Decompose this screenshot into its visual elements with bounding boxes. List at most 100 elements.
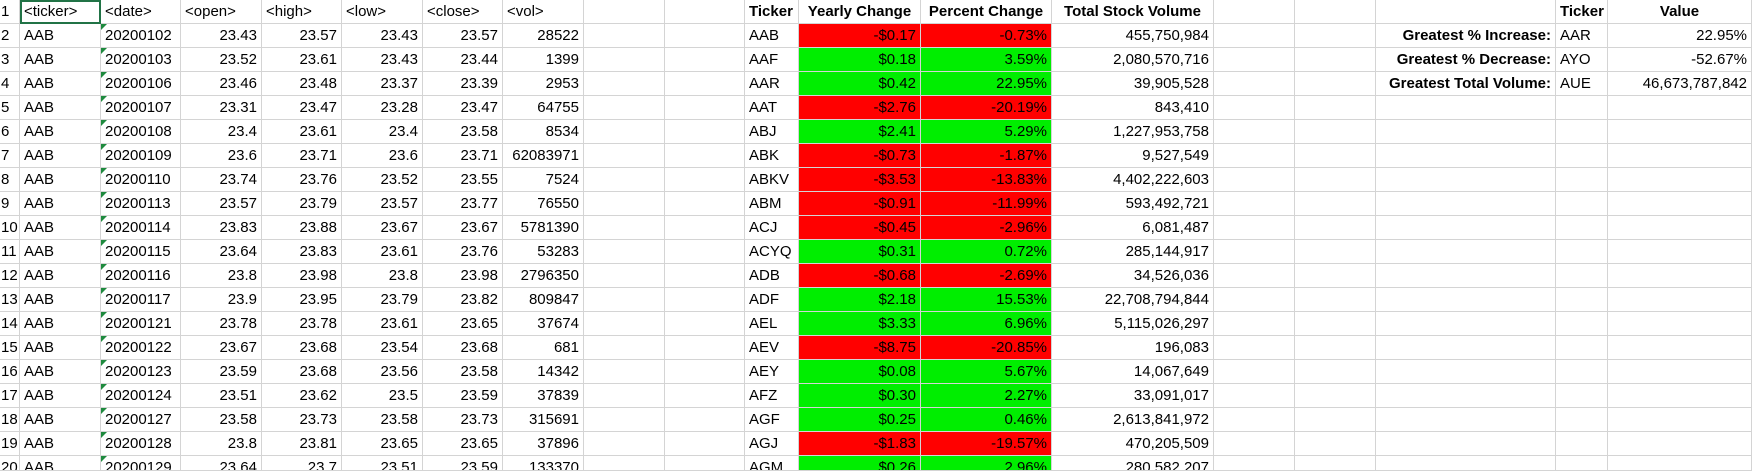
raw-value-cell[interactable]: 23.67 <box>181 336 262 360</box>
raw-ticker-cell[interactable]: AAB <box>20 120 101 144</box>
raw-value-cell[interactable]: 23.71 <box>423 144 503 168</box>
cell-R10[interactable] <box>1608 216 1752 240</box>
yearly-change-cell[interactable]: -$0.68 <box>799 264 921 288</box>
raw-value-cell[interactable]: 23.68 <box>262 336 342 360</box>
cell-N5[interactable] <box>1214 96 1295 120</box>
raw-value-cell[interactable]: 23.46 <box>181 72 262 96</box>
row-header[interactable]: 4 <box>0 72 20 96</box>
percent-change-cell[interactable]: 5.67% <box>921 360 1052 384</box>
cell-P17[interactable] <box>1376 384 1556 408</box>
cell-H14[interactable] <box>584 312 665 336</box>
raw-value-cell[interactable]: 23.73 <box>423 408 503 432</box>
total-volume-cell[interactable]: 4,402,222,603 <box>1052 168 1214 192</box>
cell-O11[interactable] <box>1295 240 1376 264</box>
percent-change-cell[interactable]: -11.99% <box>921 192 1052 216</box>
cell-I8[interactable] <box>665 168 745 192</box>
greatest-ticker-cell[interactable]: AUE <box>1556 72 1608 96</box>
cell-R14[interactable] <box>1608 312 1752 336</box>
cell-H19[interactable] <box>584 432 665 456</box>
percent-change-cell[interactable]: -19.57% <box>921 432 1052 456</box>
raw-value-cell[interactable]: 23.62 <box>262 384 342 408</box>
raw-value-cell[interactable]: 23.54 <box>342 336 423 360</box>
raw-ticker-cell[interactable]: AAB <box>20 96 101 120</box>
cell-O14[interactable] <box>1295 312 1376 336</box>
cell-N12[interactable] <box>1214 264 1295 288</box>
cell-R17[interactable] <box>1608 384 1752 408</box>
cell-H12[interactable] <box>584 264 665 288</box>
summary-ticker-cell[interactable]: AAF <box>745 48 799 72</box>
row-header[interactable]: 17 <box>0 384 20 408</box>
cell-P8[interactable] <box>1376 168 1556 192</box>
raw-value-cell[interactable]: 23.73 <box>262 408 342 432</box>
row-header[interactable]: 19 <box>0 432 20 456</box>
cell-P18[interactable] <box>1376 408 1556 432</box>
cell-O15[interactable] <box>1295 336 1376 360</box>
row-header[interactable]: 6 <box>0 120 20 144</box>
raw-date-cell[interactable]: 20200129 <box>101 456 181 471</box>
greatest-value-cell[interactable]: 46,673,787,842 <box>1608 72 1752 96</box>
cell-Q11[interactable] <box>1556 240 1608 264</box>
raw-date-cell[interactable]: 20200103 <box>101 48 181 72</box>
cell-P10[interactable] <box>1376 216 1556 240</box>
cell-R20[interactable] <box>1608 456 1752 471</box>
cell-P14[interactable] <box>1376 312 1556 336</box>
cell-N8[interactable] <box>1214 168 1295 192</box>
cell-N19[interactable] <box>1214 432 1295 456</box>
raw-value-cell[interactable]: 23.61 <box>342 240 423 264</box>
row-header[interactable]: 11 <box>0 240 20 264</box>
summary-header-2[interactable]: Percent Change <box>921 0 1052 24</box>
row-header[interactable]: 16 <box>0 360 20 384</box>
row-header[interactable]: 1 <box>0 0 20 24</box>
raw-value-cell[interactable]: 64755 <box>503 96 584 120</box>
row-header[interactable]: 12 <box>0 264 20 288</box>
raw-value-cell[interactable]: 23.98 <box>262 264 342 288</box>
greatest-label-cell[interactable]: Greatest % Increase: <box>1376 24 1556 48</box>
yearly-change-cell[interactable]: -$1.83 <box>799 432 921 456</box>
raw-value-cell[interactable]: 37674 <box>503 312 584 336</box>
raw-value-cell[interactable]: 23.43 <box>181 24 262 48</box>
yearly-change-cell[interactable]: $0.25 <box>799 408 921 432</box>
cell-R19[interactable] <box>1608 432 1752 456</box>
yearly-change-cell[interactable]: -$0.17 <box>799 24 921 48</box>
raw-value-cell[interactable]: 23.4 <box>342 120 423 144</box>
total-volume-cell[interactable]: 843,410 <box>1052 96 1214 120</box>
cell-O1[interactable] <box>1295 0 1376 24</box>
raw-date-cell[interactable]: 20200127 <box>101 408 181 432</box>
raw-value-cell[interactable]: 681 <box>503 336 584 360</box>
raw-value-cell[interactable]: 62083971 <box>503 144 584 168</box>
raw-header-1[interactable]: <date> <box>101 0 181 24</box>
raw-ticker-cell[interactable]: AAB <box>20 336 101 360</box>
summary-header-0[interactable]: Ticker <box>745 0 799 24</box>
greatest-header-1[interactable]: Value <box>1608 0 1752 24</box>
total-volume-cell[interactable]: 455,750,984 <box>1052 24 1214 48</box>
total-volume-cell[interactable]: 14,067,649 <box>1052 360 1214 384</box>
summary-ticker-cell[interactable]: ABJ <box>745 120 799 144</box>
raw-date-cell[interactable]: 20200102 <box>101 24 181 48</box>
cell-R13[interactable] <box>1608 288 1752 312</box>
cell-I20[interactable] <box>665 456 745 471</box>
total-volume-cell[interactable]: 34,526,036 <box>1052 264 1214 288</box>
cell-Q12[interactable] <box>1556 264 1608 288</box>
raw-ticker-cell[interactable]: AAB <box>20 24 101 48</box>
raw-value-cell[interactable]: 23.47 <box>423 96 503 120</box>
summary-ticker-cell[interactable]: AAT <box>745 96 799 120</box>
raw-value-cell[interactable]: 23.76 <box>423 240 503 264</box>
greatest-ticker-cell[interactable]: AAR <box>1556 24 1608 48</box>
cell-H17[interactable] <box>584 384 665 408</box>
raw-value-cell[interactable]: 23.79 <box>262 192 342 216</box>
row-header[interactable]: 5 <box>0 96 20 120</box>
cell-H3[interactable] <box>584 48 665 72</box>
total-volume-cell[interactable]: 1,227,953,758 <box>1052 120 1214 144</box>
cell-Q5[interactable] <box>1556 96 1608 120</box>
cell-N18[interactable] <box>1214 408 1295 432</box>
cell-H5[interactable] <box>584 96 665 120</box>
cell-R12[interactable] <box>1608 264 1752 288</box>
cell-I15[interactable] <box>665 336 745 360</box>
raw-ticker-cell[interactable]: AAB <box>20 216 101 240</box>
cell-O2[interactable] <box>1295 24 1376 48</box>
total-volume-cell[interactable]: 285,144,917 <box>1052 240 1214 264</box>
cell-I13[interactable] <box>665 288 745 312</box>
cell-O13[interactable] <box>1295 288 1376 312</box>
cell-R16[interactable] <box>1608 360 1752 384</box>
raw-value-cell[interactable]: 23.58 <box>423 360 503 384</box>
